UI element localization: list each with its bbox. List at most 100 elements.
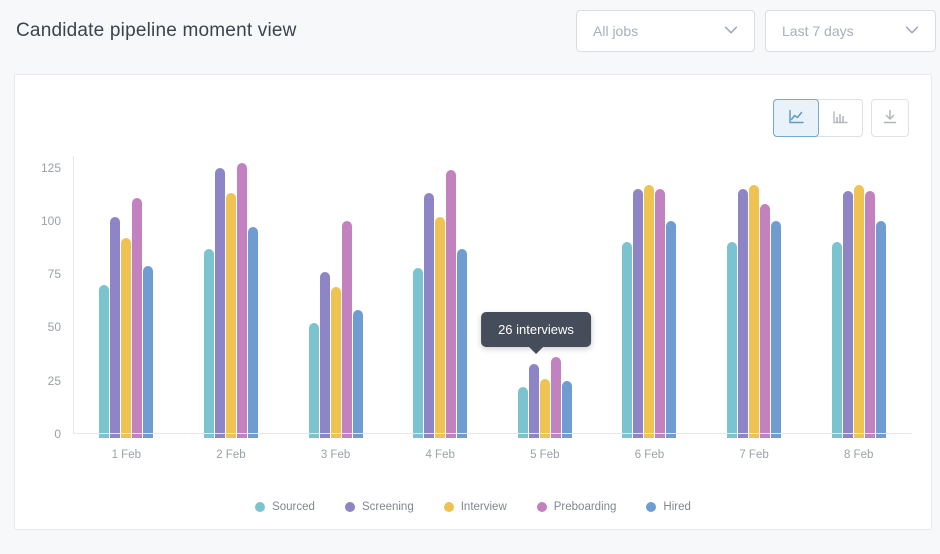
- bar-hired[interactable]: [457, 249, 468, 438]
- bar-preboarding[interactable]: [341, 221, 352, 438]
- bar-interview[interactable]: [225, 193, 236, 438]
- bar-screening[interactable]: [528, 364, 539, 438]
- bar-preboarding[interactable]: [132, 198, 143, 438]
- bar-hired[interactable]: [666, 221, 677, 438]
- bar-screening[interactable]: [214, 168, 225, 438]
- legend-dot: [646, 502, 657, 512]
- x-axis-labels: 1 Feb 2 Feb 3 Feb 4 Feb 5 Feb 6 Feb 7 Feb 8 Feb: [74, 449, 911, 461]
- bar-group: [74, 198, 179, 438]
- x-tick-label: 3 Feb: [320, 449, 351, 461]
- chart-toolbar: [773, 99, 909, 137]
- legend-item-screening[interactable]: Screening: [344, 501, 414, 513]
- bar-sourced[interactable]: [308, 323, 319, 438]
- bar-interview[interactable]: [330, 287, 341, 438]
- x-tick-label: 8 Feb: [843, 449, 874, 461]
- bar-group: [702, 185, 807, 438]
- chevron-down-icon: [722, 21, 740, 42]
- x-tick-label: 6 Feb: [634, 449, 665, 461]
- bar-chart-icon: [830, 107, 850, 130]
- bar-chart-view-button[interactable]: [818, 100, 862, 136]
- bar-hired[interactable]: [561, 381, 572, 438]
- bar-screening[interactable]: [319, 272, 330, 438]
- bar-group: [597, 185, 702, 438]
- jobs-filter-dropdown[interactable]: All jobs: [576, 10, 755, 52]
- bar-interview[interactable]: [749, 185, 760, 438]
- legend-label: Screening: [361, 501, 414, 513]
- bar-preboarding[interactable]: [864, 191, 875, 438]
- line-chart-icon: [786, 107, 806, 130]
- bar-screening[interactable]: [738, 189, 749, 438]
- legend-item-sourced[interactable]: Sourced: [255, 501, 315, 513]
- chart-legend: Sourced Screening Interview Preboarding Hire…: [15, 501, 931, 513]
- download-icon: [880, 107, 900, 130]
- bar-interview[interactable]: [121, 238, 132, 438]
- y-tick-label: 25: [47, 374, 61, 388]
- legend-label: Sourced: [272, 501, 315, 513]
- bar-preboarding[interactable]: [446, 170, 457, 438]
- bar-group: [806, 185, 911, 438]
- legend-dot: [443, 502, 454, 512]
- x-tick-label: 2 Feb: [216, 449, 246, 461]
- x-tick-label: 4 Feb: [425, 449, 455, 461]
- y-tick-label: 75: [47, 267, 61, 281]
- line-chart-view-button[interactable]: [773, 99, 819, 137]
- x-tick-label: 7 Feb: [739, 449, 769, 461]
- tooltip-text: 26 interviews: [498, 322, 574, 337]
- y-tick-label: 100: [40, 214, 61, 228]
- bar-group: [283, 221, 388, 438]
- bar-sourced[interactable]: [622, 242, 633, 438]
- page-header: Candidate pipeline moment view All jobs …: [0, 0, 940, 62]
- bar-sourced[interactable]: [413, 268, 424, 438]
- bar-sourced[interactable]: [831, 242, 842, 438]
- legend-label: Hired: [663, 501, 691, 513]
- bar-screening[interactable]: [110, 217, 121, 438]
- bar-sourced[interactable]: [99, 285, 110, 438]
- bar-preboarding[interactable]: [550, 357, 561, 438]
- x-tick-label: 1 Feb: [111, 449, 142, 461]
- bar-preboarding[interactable]: [236, 163, 247, 438]
- chart-panel: 0 25 50 75 100 125 1 Feb 2 Feb 3 Feb 4 Feb 5 Feb 6…: [14, 74, 932, 530]
- chart-type-toggle: [773, 99, 863, 137]
- legend-item-interview[interactable]: Interview: [443, 501, 507, 513]
- bar-preboarding[interactable]: [655, 189, 666, 438]
- x-tick-label: 5 Feb: [530, 449, 560, 461]
- bar-group: [493, 357, 598, 438]
- jobs-filter-value: All jobs: [593, 23, 639, 39]
- bar-interview[interactable]: [435, 217, 446, 438]
- bar-hired[interactable]: [247, 227, 258, 438]
- bar-group: [179, 163, 284, 438]
- bar-interview[interactable]: [853, 185, 864, 438]
- bar-interview[interactable]: [539, 379, 550, 438]
- bar-screening[interactable]: [424, 193, 435, 438]
- y-tick-label: 0: [54, 427, 61, 441]
- x-axis-line: [74, 433, 911, 434]
- bar-sourced[interactable]: [517, 387, 528, 438]
- legend-label: Interview: [460, 501, 507, 513]
- bar-hired[interactable]: [771, 221, 782, 438]
- download-button[interactable]: [871, 99, 909, 137]
- date-range-value: Last 7 days: [782, 23, 854, 39]
- bar-sourced[interactable]: [727, 242, 738, 438]
- page-title: Candidate pipeline moment view: [16, 20, 297, 41]
- bar-sourced[interactable]: [203, 249, 214, 438]
- bar-groups: [74, 156, 911, 438]
- bar-interview[interactable]: [644, 185, 655, 438]
- bar-chart-plot-area: 0 25 50 75 100 125 1 Feb 2 Feb 3 Feb 4 Feb 5 Feb 6…: [41, 156, 911, 461]
- y-tick-label: 125: [40, 161, 61, 175]
- bar-screening[interactable]: [633, 189, 644, 438]
- bar-preboarding[interactable]: [760, 204, 771, 438]
- bar-screening[interactable]: [842, 191, 853, 438]
- legend-dot: [344, 502, 355, 512]
- legend-dot: [536, 502, 547, 512]
- legend-label: Preboarding: [553, 501, 617, 513]
- date-range-dropdown[interactable]: Last 7 days: [765, 10, 936, 52]
- bar-hired[interactable]: [143, 266, 154, 438]
- chart-tooltip: 26 interviews: [481, 312, 591, 354]
- bar-hired[interactable]: [352, 310, 363, 438]
- bar-hired[interactable]: [875, 221, 886, 438]
- legend-dot: [255, 502, 266, 512]
- legend-item-hired[interactable]: Hired: [646, 501, 691, 513]
- y-tick-label: 50: [47, 320, 61, 334]
- legend-item-preboarding[interactable]: Preboarding: [536, 501, 617, 513]
- bar-group: [388, 170, 493, 438]
